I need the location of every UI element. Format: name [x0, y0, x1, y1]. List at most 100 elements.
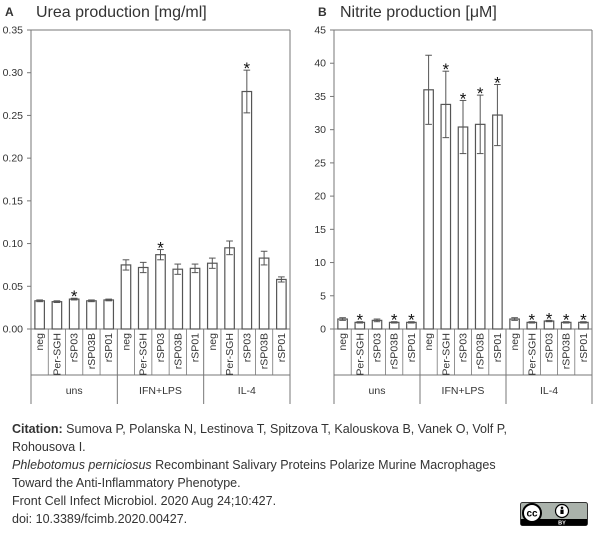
- citation-doi: doi: 10.3389/fcimb.2020.00427.: [12, 512, 188, 526]
- category-label: Per-SGH: [526, 333, 538, 376]
- bar: [474, 123, 486, 330]
- bar: [103, 299, 115, 330]
- category-label: Per-SGH: [138, 333, 150, 376]
- citation-label: Citation:: [12, 422, 63, 436]
- bar: [276, 278, 287, 330]
- y-tick-label: 40: [314, 58, 326, 70]
- y-tick-label: 25: [314, 157, 326, 169]
- person-body-icon: [560, 509, 564, 514]
- significance-star: *: [408, 311, 415, 330]
- bar: [120, 264, 132, 330]
- y-tick-label: 30: [314, 124, 326, 136]
- category-label: rSP03B: [172, 333, 184, 369]
- y-tick-label: 0.05: [3, 281, 24, 293]
- category-label: neg: [337, 333, 349, 351]
- category-label: rSP03B: [86, 333, 98, 369]
- bar: [34, 300, 45, 330]
- y-tick-label: 45: [314, 25, 326, 37]
- citation-title-italic: Phlebotomus perniciosus: [12, 458, 152, 472]
- category-label: rSP03: [69, 333, 81, 362]
- category-label: rSP03B: [389, 333, 401, 369]
- y-tick-label: 0.15: [3, 195, 24, 207]
- y-tick-label: 0.35: [3, 25, 24, 37]
- y-tick-label: 0.30: [3, 67, 24, 79]
- license-badge-strip: [521, 519, 587, 526]
- cc-by-license-badge[interactable]: cc BY: [520, 502, 588, 526]
- citation-title-rest: Recombinant Salivary Proteins Polarize M…: [12, 458, 496, 490]
- license-by-text: BY: [558, 521, 566, 526]
- category-label: rSP01: [276, 333, 288, 362]
- bar: [172, 268, 184, 330]
- bar: [51, 301, 63, 330]
- citation-title-line: Phlebotomus perniciosus Recombinant Sali…: [12, 456, 512, 492]
- category-label: neg: [34, 333, 46, 351]
- significance-star: *: [391, 311, 398, 330]
- category-label: rSP03B: [475, 333, 487, 369]
- category-label: rSP01: [492, 333, 504, 362]
- group-label: IFN+LPS: [139, 385, 182, 397]
- significance-star: *: [477, 84, 484, 103]
- significance-star: *: [442, 60, 449, 79]
- category-label: rSP01: [103, 333, 115, 362]
- category-label: neg: [509, 333, 521, 351]
- significance-star: *: [563, 311, 570, 330]
- category-label: rSP03: [372, 333, 384, 362]
- significance-star: *: [157, 239, 164, 258]
- person-head-icon: [560, 506, 564, 510]
- panel-letter: B: [318, 5, 327, 19]
- bar: [189, 267, 201, 330]
- category-label: rSP03B: [561, 333, 573, 369]
- category-label: neg: [207, 333, 219, 351]
- y-tick-label: 20: [314, 191, 326, 203]
- chart-panel-a: A Urea production [mg/ml] 0.00 0.05 0.10 0.15…: [3, 4, 291, 404]
- y-tick-label: 35: [314, 91, 326, 103]
- bar: [241, 90, 253, 330]
- bar: [137, 266, 149, 330]
- significance-star: *: [71, 287, 78, 306]
- category-label: rSP01: [578, 333, 590, 362]
- category-label: Per-SGH: [440, 333, 452, 376]
- y-tick-label: 0.00: [3, 324, 24, 336]
- significance-star: *: [494, 73, 501, 92]
- bar: [258, 257, 270, 330]
- bar: [492, 114, 503, 330]
- significance-star: *: [580, 311, 587, 330]
- category-label: rSP03B: [259, 333, 271, 369]
- significance-star: *: [244, 59, 251, 78]
- significance-star: *: [546, 309, 553, 328]
- category-label: rSP03: [458, 333, 470, 362]
- bar: [206, 262, 218, 330]
- y-tick-label: 0.20: [3, 153, 24, 165]
- significance-star: *: [460, 89, 467, 108]
- category-label: Per-SGH: [224, 333, 236, 376]
- category-label: neg: [423, 333, 435, 351]
- panel-letter: A: [5, 5, 14, 19]
- y-tick-label: 0: [320, 324, 326, 336]
- cc-logo-text: cc: [526, 509, 538, 520]
- bar: [86, 300, 97, 330]
- y-tick-label: 10: [314, 257, 326, 269]
- significance-star: *: [528, 311, 535, 330]
- citation-journal: Front Cell Infect Microbiol. 2020 Aug 24…: [12, 494, 277, 508]
- group-label: IL-4: [238, 385, 256, 397]
- category-label: neg: [120, 333, 132, 351]
- y-tick-label: 0.10: [3, 238, 24, 250]
- category-label: rSP01: [406, 333, 418, 362]
- bar: [423, 89, 434, 330]
- group-label: IL-4: [540, 385, 558, 397]
- y-tick-label: 15: [314, 224, 326, 236]
- y-tick-label: 0.25: [3, 110, 24, 122]
- category-label: rSP01: [190, 333, 202, 362]
- figure-panels: A Urea production [mg/ml] 0.00 0.05 0.10 0.15…: [3, 4, 593, 404]
- citation-caption: Citation: Sumova P, Polanska N, Lestinov…: [12, 420, 512, 528]
- group-label: uns: [66, 385, 83, 397]
- y-tick-label: 5: [320, 290, 326, 302]
- citation-authors-line: Citation: Sumova P, Polanska N, Lestinov…: [12, 420, 512, 456]
- citation-authors: Sumova P, Polanska N, Lestinova T, Spitz…: [12, 422, 507, 454]
- bar: [224, 247, 235, 330]
- chart-title: Nitrite production [μM]: [340, 4, 497, 21]
- category-label: rSP03: [155, 333, 167, 362]
- category-label: Per-SGH: [354, 333, 366, 376]
- bar: [155, 254, 166, 330]
- category-label: rSP03: [544, 333, 556, 362]
